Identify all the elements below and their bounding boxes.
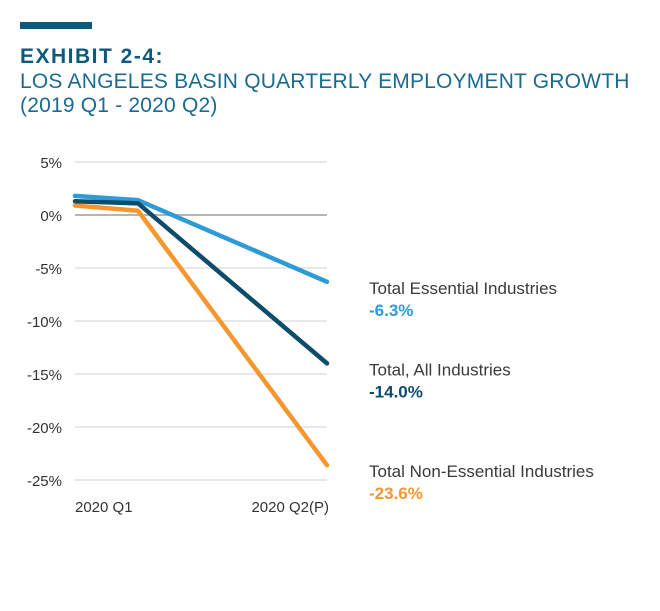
y-tick-label: -5% bbox=[35, 261, 62, 278]
y-tick-label: -10% bbox=[27, 314, 62, 331]
series-line-total-non-essential-industries bbox=[72, 203, 330, 468]
y-tick-label: -25% bbox=[27, 473, 62, 490]
header-accent-bar bbox=[20, 22, 92, 29]
legend-value-total-essential-industries: -6.3% bbox=[369, 301, 413, 320]
y-tick-label: 0% bbox=[40, 208, 62, 225]
x-axis-ticks: 2020 Q1 2020 Q2(P) bbox=[75, 499, 329, 516]
y-tick-label: -20% bbox=[27, 420, 62, 437]
legend-label-total-all-industries: Total, All Industries bbox=[369, 360, 511, 379]
x-tick-label: 2020 Q2(P) bbox=[251, 499, 329, 516]
series-lines bbox=[72, 193, 330, 468]
grid-lines bbox=[75, 161, 327, 481]
exhibit-label: EXHIBIT 2-4: bbox=[20, 45, 165, 68]
legend-label-total-essential-industries: Total Essential Industries bbox=[369, 279, 557, 298]
legend-value-total-all-industries: -14.0% bbox=[369, 382, 423, 401]
chart-title-line-1: LOS ANGELES BASIN QUARTERLY EMPLOYMENT G… bbox=[20, 70, 630, 93]
x-tick-label: 2020 Q1 bbox=[75, 499, 133, 516]
y-tick-label: -15% bbox=[27, 367, 62, 384]
chart-title: LOS ANGELES BASIN QUARTERLY EMPLOYMENT G… bbox=[20, 70, 650, 118]
legend: Total Essential Industries -6.3% Total, Al… bbox=[369, 279, 594, 503]
legend-label-total-non-essential-industries: Total Non-Essential Industries bbox=[369, 462, 594, 481]
series-line-total-essential-industries bbox=[72, 193, 330, 285]
y-tick-label: 5% bbox=[40, 155, 62, 172]
chart-title-line-2: (2019 Q1 - 2020 Q2) bbox=[20, 94, 218, 117]
series-line-total-all-industries bbox=[72, 198, 330, 366]
legend-value-total-non-essential-industries: -23.6% bbox=[369, 484, 423, 503]
y-axis-ticks: 5% 0% -5% -10% -15% -20% -25% bbox=[27, 155, 62, 490]
